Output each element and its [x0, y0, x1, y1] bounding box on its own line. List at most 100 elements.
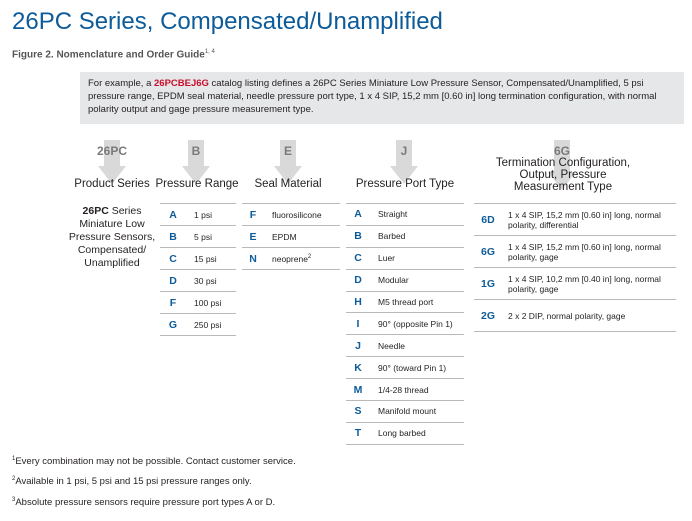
option-value: M5 thread port [370, 297, 433, 307]
option-value: 1 psi [186, 210, 212, 220]
footnote-2: 2Available in 1 psi, 5 psi and 15 psi pr… [12, 476, 252, 487]
table-row: C 15 psi [160, 248, 236, 270]
option-code: K [354, 361, 362, 374]
option-value-text: 2 x 2 DIP, normal polarity, gage [508, 310, 626, 321]
option-value-text: Straight [378, 209, 408, 220]
heading-termination: Termination Configuration, Output, Press… [495, 157, 631, 193]
option-value: Barbed [370, 231, 405, 241]
option-code: G [168, 318, 178, 331]
option-value-text: fluorosilicone [272, 209, 322, 220]
option-value: 5 psi [186, 232, 212, 242]
option-value-text: 1 x 4 SIP, 15,2 mm [0.60 in] long, norma… [508, 209, 661, 230]
option-code: N [249, 252, 257, 265]
figure-caption: Figure 2. Nomenclature and Order Guide1,… [12, 49, 215, 60]
option-code: M [353, 383, 363, 396]
option-value: 90° (toward Pin 1) [370, 363, 446, 373]
option-value: Straight [370, 209, 407, 219]
option-value-text: Manifold mount [378, 406, 437, 417]
table-row: C Luer [346, 248, 464, 270]
option-code: 6G [480, 245, 495, 258]
arrow-seal-material [274, 140, 302, 184]
option-value-text: 15 psi [194, 253, 217, 264]
code-termination: 6G [553, 144, 570, 158]
option-code: A [354, 208, 362, 221]
heading-seal-material: Seal Material [254, 178, 322, 190]
table-row: 2G 2 x 2 DIP, normal polarity, gage [474, 300, 676, 332]
example-text-before: For example, a [88, 78, 154, 89]
option-value-text: Needle [378, 340, 405, 351]
option-value-text: 1 x 4 SIP, 10,2 mm [0.40 in] long, norma… [508, 273, 661, 294]
footnote-text: Every combination may not be possible. C… [15, 456, 296, 468]
option-value-text: EPDM [272, 231, 297, 242]
option-value: Manifold mount [370, 406, 436, 416]
option-value-text: 5 psi [194, 231, 212, 242]
pressure-range-table: A 1 psi B 5 psi C 15 psi D 30 psi F 100 psi G 250 p… [160, 203, 236, 336]
table-row: S Manifold mount [346, 401, 464, 423]
option-value: neoprene2 [264, 254, 311, 264]
figure-caption-sup: 1, 4 [204, 49, 215, 55]
example-catalog-code: 26PCBEJ6G [154, 78, 209, 89]
table-row: I 90° (opposite Pin 1) [346, 313, 464, 336]
option-code: B [169, 230, 177, 243]
table-row: K 90° (toward Pin 1) [346, 357, 464, 380]
option-value-text: 1/4-28 thread [378, 384, 429, 395]
port-type-table: A Straight B Barbed C Luer D Modular H M5 thread … [346, 203, 464, 445]
option-code: J [355, 339, 361, 352]
option-code: F [169, 296, 177, 309]
table-row: 1G 1 x 4 SIP, 10,2 mm [0.40 in] long, nor… [474, 268, 676, 300]
option-value: 1 x 4 SIP, 15,2 mm [0.60 in] long, norma… [502, 210, 676, 230]
footnote-text: Absolute pressure sensors require pressu… [15, 497, 276, 509]
option-value: 1 x 4 SIP, 15,2 mm [0.60 in] long, norma… [502, 242, 676, 262]
product-series-description: 26PC Series Miniature Low Pressure Senso… [60, 205, 164, 270]
example-text-after: catalog listing defines a 26PC Series Mi… [88, 78, 657, 115]
heading-port-type: Pressure Port Type [355, 178, 455, 190]
option-value-text: Barbed [378, 231, 406, 242]
option-value: Needle [370, 341, 405, 351]
table-row: D 30 psi [160, 270, 236, 292]
table-row: A 1 psi [160, 204, 236, 226]
code-seal-material: E [283, 144, 292, 158]
footnote-3: 3Absolute pressure sensors require press… [12, 497, 275, 508]
option-code: S [354, 405, 362, 418]
option-value: 15 psi [186, 254, 217, 264]
table-row: B Barbed [346, 226, 464, 248]
option-code: C [169, 252, 177, 265]
option-value-text: 100 psi [194, 297, 222, 308]
option-code: 1G [480, 277, 495, 290]
option-code: F [249, 208, 257, 221]
table-row: A Straight [346, 204, 464, 226]
footnote-sup: 1 [12, 456, 16, 462]
product-series-text: Series Miniature Low Pressure Sensors, C… [68, 205, 156, 269]
option-code: B [354, 230, 362, 243]
option-code: C [354, 252, 362, 265]
figure-caption-text: Figure 2. Nomenclature and Order Guide [12, 49, 205, 61]
example-box: For example, a 26PCBEJ6G catalog listing… [80, 72, 684, 124]
option-value: 1 x 4 SIP, 10,2 mm [0.40 in] long, norma… [502, 274, 676, 294]
code-product-series: 26PC [96, 144, 128, 158]
page-title: 26PC Series, Compensated/Unamplified [12, 8, 443, 35]
table-row: M 1/4-28 thread [346, 379, 464, 402]
option-code: H [354, 296, 362, 308]
option-value-text: 90° (opposite Pin 1) [378, 318, 453, 329]
option-code: I [356, 317, 360, 330]
arrow-pressure-range [182, 140, 210, 184]
option-value: 30 psi [186, 276, 217, 286]
table-row: T Long barbed [346, 423, 464, 445]
heading-product-series: Product Series [74, 178, 150, 190]
option-code: 2G [480, 309, 495, 322]
option-value: 250 psi [186, 320, 221, 330]
table-row: E EPDM [242, 226, 340, 248]
code-port-type: J [400, 144, 408, 158]
footnote-sup: 2 [12, 476, 16, 482]
option-code: T [354, 427, 362, 440]
option-code: A [169, 208, 177, 221]
option-value-text: Luer [378, 253, 396, 264]
option-value-text: M5 thread port [378, 297, 434, 307]
table-row: H M5 thread port [346, 292, 464, 314]
option-value: Modular [370, 275, 409, 285]
option-value-text: 30 psi [194, 275, 217, 286]
option-value-text: Modular [378, 275, 409, 286]
option-value: 100 psi [186, 298, 221, 308]
